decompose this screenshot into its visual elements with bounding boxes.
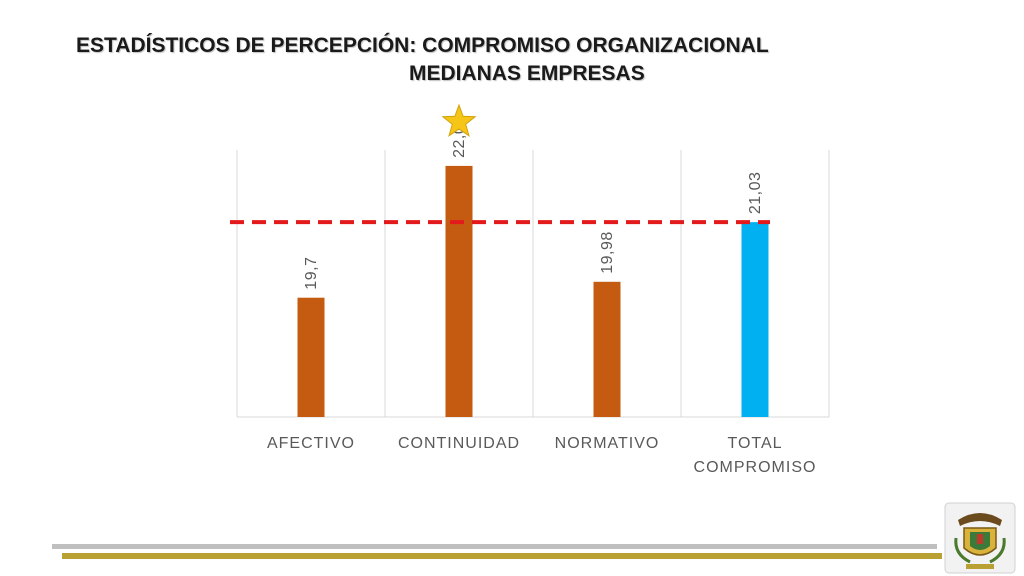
data-label: 21,03 [747,172,764,215]
bar-normativo [593,281,621,417]
data-label: 19,98 [599,231,616,274]
university-crest-logo [944,502,1016,574]
category-label: NORMATIVO [555,435,660,452]
title-line-2: MEDIANAS EMPRESAS [409,62,645,85]
footer-gold-rule [62,553,942,559]
footer-gray-rule [52,544,937,549]
title-line-1: ESTADÍSTICOS DE PERCEPCIÓN: COMPROMISO O… [76,34,769,57]
bar-total-compromiso [741,222,769,417]
category-label: CONTINUIDAD [398,435,520,452]
star-icon [441,103,477,137]
bar-continuidad [445,165,473,417]
data-label: 19,7 [303,257,320,290]
category-label: AFECTIVO [267,435,355,452]
category-label: TOTAL [727,435,782,452]
category-label: COMPROMISO [694,459,817,476]
bar-afectivo [297,297,325,417]
